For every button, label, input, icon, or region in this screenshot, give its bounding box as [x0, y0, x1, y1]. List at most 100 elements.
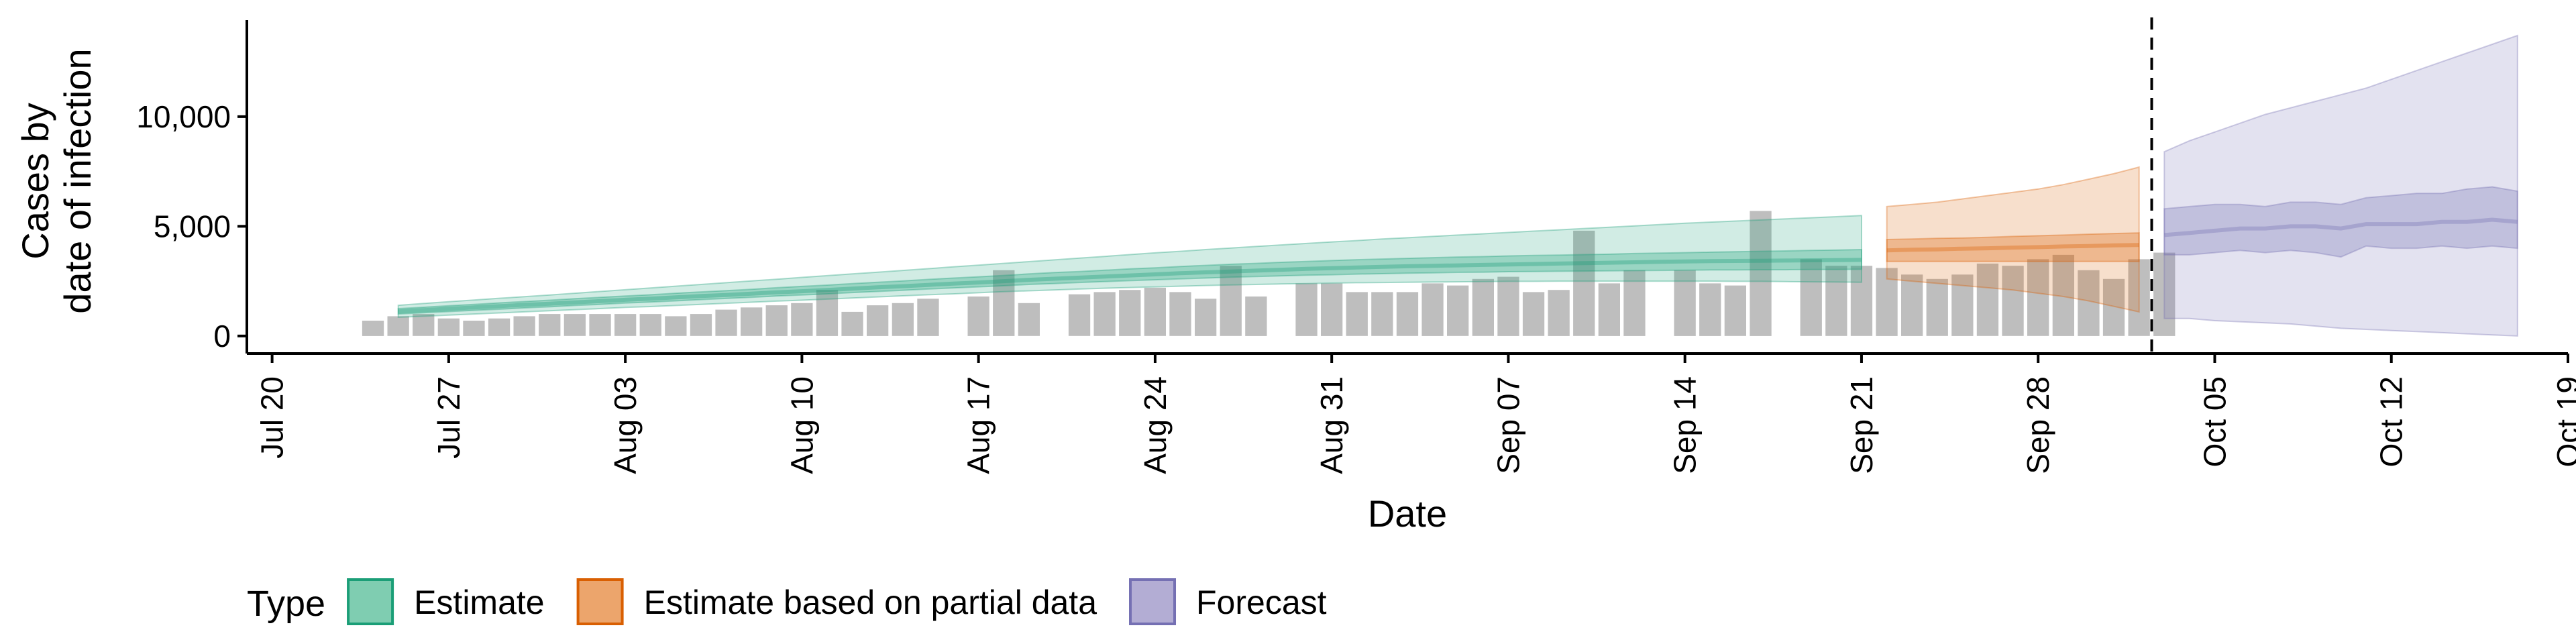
reported-cases-bar	[2128, 259, 2150, 336]
legend: Type Estimate Estimate based on partial d…	[247, 578, 1327, 625]
reported-cases-bar	[791, 303, 813, 336]
reported-cases-bar	[765, 305, 788, 336]
x-tick-label: Sep 28	[2021, 376, 2055, 474]
band-50-forecast	[2163, 186, 2518, 258]
reported-cases-bar	[1068, 294, 1091, 336]
reported-cases-bar	[589, 314, 611, 336]
legend-key	[347, 578, 394, 625]
median-line-forecast	[2164, 217, 2518, 237]
reported-cases-bar	[513, 316, 535, 336]
band-90-partial	[1886, 166, 2140, 313]
legend-label: Estimate	[414, 584, 545, 621]
reported-cases-bar	[564, 314, 586, 336]
reported-cases-bar	[2002, 266, 2024, 336]
reported-cases-bar	[1951, 274, 1974, 336]
x-tick-label: Aug 03	[608, 376, 643, 474]
reported-cases-bar	[1876, 268, 1898, 336]
reported-cases-bar	[1018, 303, 1040, 336]
reported-cases-bar	[1750, 211, 1772, 336]
x-axis-title: Date	[1368, 492, 1447, 535]
reported-cases-bar	[1598, 283, 1620, 336]
reported-cases-bar	[1573, 230, 1595, 336]
reported-cases-bar	[1724, 285, 1746, 336]
reported-cases-bar	[488, 318, 511, 336]
reported-cases-bar	[539, 314, 561, 336]
y-tick-label: 10,000	[136, 99, 231, 134]
reported-cases-bar	[2102, 278, 2125, 336]
reported-cases-bar	[1119, 290, 1141, 336]
x-tick-label: Aug 24	[1138, 376, 1173, 474]
x-tick-label: Oct 19	[2551, 376, 2576, 468]
estimate-bands	[397, 34, 2518, 337]
reported-cases-bar	[741, 307, 763, 336]
reported-cases-bar	[1195, 299, 1217, 336]
reported-cases-bar	[1497, 276, 1519, 336]
reported-cases-bar	[1522, 292, 1545, 336]
legend-label: Estimate based on partial data	[644, 584, 1097, 621]
y-tick-label: 0	[213, 319, 231, 354]
band-90-forecast	[2163, 34, 2518, 337]
reported-cases-bar	[967, 297, 989, 336]
x-tick-label: Jul 27	[431, 376, 466, 459]
reported-cases-bar	[1548, 290, 1570, 336]
x-ticks: Jul 20 Jul 27 Aug 03 Aug 10 Aug 17 Aug 24 Aug …	[255, 354, 2576, 474]
reported-cases-bar	[1421, 283, 1444, 336]
reported-cases-bar	[841, 311, 863, 336]
reported-cases-bar	[690, 314, 712, 336]
reported-cases-bar	[917, 299, 939, 336]
reported-cases-bar	[1901, 274, 1923, 336]
reported-cases-bars	[362, 211, 2176, 336]
reported-cases-bar	[1926, 278, 1948, 336]
x-tick-label: Sep 21	[1844, 376, 1879, 474]
reported-cases-bar	[2027, 259, 2049, 336]
median-line-estimate	[398, 258, 1862, 314]
legend-title: Type	[247, 584, 325, 624]
reported-cases-bar	[1220, 266, 1242, 336]
x-tick-label: Aug 10	[784, 376, 819, 474]
reported-cases-bar	[1169, 292, 1191, 336]
reported-cases-bar	[1623, 270, 1646, 336]
reported-cases-bar	[1850, 266, 1873, 336]
reported-cases-bar	[867, 305, 889, 336]
reported-cases-bar	[892, 303, 914, 336]
reported-cases-bar	[437, 318, 460, 336]
reported-cases-bar	[1093, 292, 1116, 336]
reported-cases-bar	[715, 309, 737, 336]
reported-cases-bar	[362, 321, 384, 336]
reported-cases-bar	[2078, 270, 2100, 336]
reported-cases-bar	[993, 270, 1015, 336]
y-ticks: 0 5,000 10,000	[136, 99, 247, 354]
x-tick-label: Sep 07	[1491, 376, 1525, 474]
reported-cases-bar	[1825, 266, 1847, 336]
reported-cases-bar	[1447, 285, 1469, 336]
reported-cases-bar	[639, 314, 661, 336]
reported-cases-bar	[1396, 292, 1419, 336]
reported-cases-bar	[665, 316, 687, 336]
x-tick-label: Sep 14	[1668, 376, 1703, 474]
reported-cases-bar	[1371, 292, 1393, 336]
x-tick-label: Aug 31	[1314, 376, 1349, 474]
x-tick-label: Oct 05	[2198, 376, 2233, 468]
band-50-partial	[1886, 232, 2140, 262]
reported-cases-bar	[1976, 263, 1999, 336]
y-tick-label: 5,000	[154, 209, 231, 244]
reported-cases-bar	[413, 314, 435, 336]
x-tick-label: Aug 17	[961, 376, 996, 474]
reported-cases-bar	[387, 316, 409, 336]
band-90-estimate	[397, 215, 1862, 319]
reported-cases-bar	[614, 314, 637, 336]
legend-key	[576, 578, 624, 625]
reported-cases-bar	[463, 321, 485, 336]
reported-cases-bar	[816, 290, 839, 336]
legend-key	[1129, 578, 1177, 625]
reported-cases-bar	[1144, 287, 1166, 336]
axes	[246, 20, 2568, 355]
reported-cases-bar	[2153, 252, 2176, 336]
band-50-estimate	[397, 248, 1862, 315]
y-axis-title-line-2: date of infection	[56, 48, 99, 313]
y-axis-title-line-1: Cases by	[14, 103, 56, 259]
x-tick-label: Jul 20	[255, 376, 290, 459]
reported-cases-bar	[1321, 283, 1343, 336]
reported-cases-bar	[1295, 283, 1318, 336]
